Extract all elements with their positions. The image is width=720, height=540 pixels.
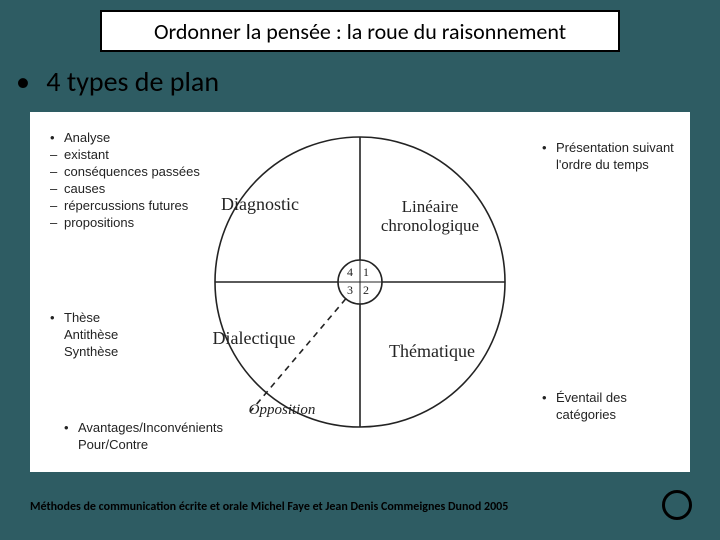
subtitle: • 4 types de plan — [16, 64, 219, 99]
wheel-center-number: 3 — [347, 283, 353, 297]
wheel-opposition-label: Opposition — [249, 402, 316, 418]
wheel-quadrant-label: Dialectique — [213, 328, 296, 348]
annotation-text: répercussions futures — [64, 198, 189, 213]
wheel-quadrant-label: Linéaire — [402, 197, 459, 216]
annotation-text: catégories — [556, 407, 616, 422]
slide-marker-circle — [662, 490, 692, 520]
subtitle-text: 4 types de plan — [46, 64, 219, 99]
subtitle-bullet: • — [16, 64, 30, 99]
wheel-quadrant-label: chronologique — [381, 216, 479, 235]
annotation-text: conséquences passées — [64, 164, 200, 179]
annotation-text: causes — [64, 181, 106, 196]
annotation-bullet: – — [50, 215, 58, 230]
annotation-text: l'ordre du temps — [556, 157, 649, 172]
annotation-text: Éventail des — [556, 390, 627, 405]
wheel-svg: 4132 Linéairechronologique Thématique Diale… — [30, 112, 690, 472]
annotation-bullet: • — [50, 310, 55, 325]
annotation-text: Analyse — [64, 130, 110, 145]
annotation-bullet: – — [50, 164, 58, 179]
wheel-center-number: 2 — [363, 283, 369, 297]
wheel-quadrant-label: Thématique — [389, 341, 475, 361]
annotation-bullet: • — [50, 130, 55, 145]
annotation-bullet: • — [64, 420, 69, 435]
wheel-diagram-panel: 4132 Linéairechronologique Thématique Diale… — [30, 112, 690, 472]
title-box: Ordonner la pensée : la roue du raisonne… — [100, 10, 620, 52]
annotation-text: Avantages/Inconvénients — [78, 420, 224, 435]
annotation-text: Synthèse — [64, 344, 118, 359]
annotation-text: existant — [64, 147, 109, 162]
annotation-text: propositions — [64, 215, 135, 230]
annotation-text: Pour/Contre — [78, 437, 148, 452]
annotation-bullet: – — [50, 181, 58, 196]
annotation-bullet: – — [50, 198, 58, 213]
wheel-center-number: 1 — [363, 265, 369, 279]
annotation-text: Antithèse — [64, 327, 118, 342]
page-title: Ordonner la pensée : la roue du raisonne… — [154, 18, 566, 45]
annotation-text: Thèse — [64, 310, 100, 325]
annotation-text: Présentation suivant — [556, 140, 674, 155]
annotation-bullet: – — [50, 147, 58, 162]
wheel-quadrant-label: Diagnostic — [221, 194, 299, 214]
annotation-bullet: • — [542, 390, 547, 405]
annotation-bullet: • — [542, 140, 547, 155]
citation-text: Méthodes de communication écrite et oral… — [30, 500, 508, 514]
wheel-center-number: 4 — [347, 265, 353, 279]
